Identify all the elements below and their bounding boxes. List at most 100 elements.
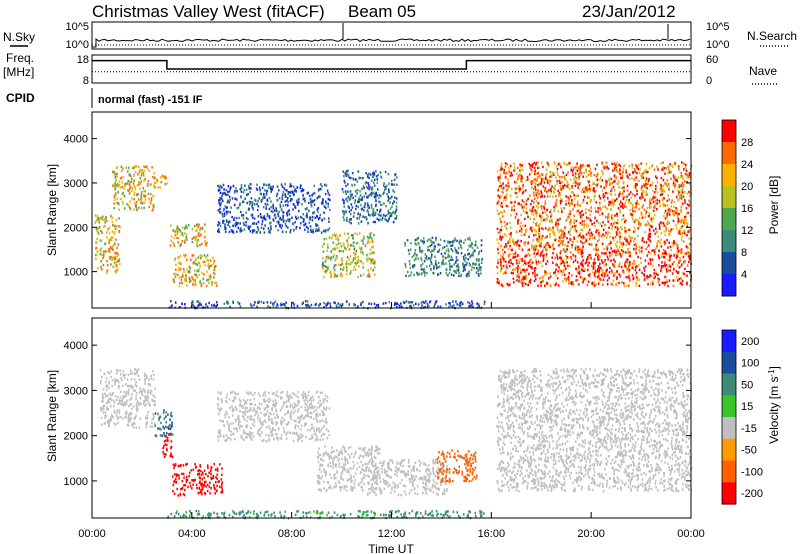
power-region-10-cell [689, 183, 691, 186]
power-region-8-cell [463, 258, 465, 261]
power-region-8-cell [413, 273, 415, 277]
power-region-0-cell [115, 260, 118, 264]
power-region-10-cell [571, 225, 574, 228]
power-region-10-cell [568, 198, 570, 202]
power-region-10-cell [606, 181, 608, 184]
power-region-10-cell [578, 175, 581, 178]
power-region-9-cell [628, 284, 630, 287]
power-region-10-cell [686, 246, 688, 249]
power-region-10-cell [594, 167, 597, 171]
power-region-10-cell [566, 217, 569, 220]
power-region-11-cell [318, 304, 320, 307]
power-region-0-cell [101, 215, 104, 218]
power-region-10-cell [554, 162, 556, 165]
power-region-10-cell [590, 231, 592, 235]
power-region-5-cell [313, 203, 316, 206]
power-region-10-cell [565, 219, 568, 222]
power-region-5-cell [245, 224, 247, 227]
power-region-7-cell [383, 202, 385, 205]
power-region-10-cell [550, 191, 552, 194]
power-region-1-cell [140, 195, 142, 198]
power-region-6-cell [340, 250, 343, 253]
power-region-8-cell [425, 255, 428, 258]
power-region-5-cell [248, 186, 250, 190]
power-region-10-cell [565, 200, 567, 203]
power-region-10-cell [566, 180, 569, 184]
power-region-2-cell [159, 186, 161, 189]
power-region-9-cell [535, 261, 538, 264]
power-region-5-cell [319, 187, 322, 191]
power-region-10-cell [533, 161, 536, 165]
power-region-5-cell [309, 197, 312, 201]
power-region-1-cell [150, 202, 152, 205]
power-region-9-cell [584, 262, 587, 265]
power-region-11-cell [292, 301, 294, 304]
power-region-5-cell [222, 192, 225, 195]
power-region-10-cell [606, 217, 609, 220]
velocity-region-0-cell [136, 406, 138, 409]
power-region-3-cell [175, 229, 177, 232]
power-region-9-cell [554, 283, 557, 287]
power-region-8-cell [450, 255, 453, 259]
power-region-5-cell [276, 185, 279, 188]
power-region-9-cell [666, 280, 668, 283]
power-region-10-cell [619, 205, 622, 208]
power-region-9-cell [601, 270, 604, 273]
power-region-7-cell [343, 174, 345, 178]
velocity-region-0-cell [133, 372, 136, 375]
power-region-10-cell [635, 242, 637, 246]
power-region-9-cell [568, 279, 570, 282]
power-region-8-cell [447, 255, 449, 259]
power-region-8-cell [427, 246, 429, 249]
velocity-region-0-cell [122, 395, 125, 398]
power-region-5-cell [304, 223, 307, 226]
power-region-10-cell [685, 173, 688, 176]
power-region-10-cell [610, 177, 613, 181]
power-region-5-cell [239, 230, 242, 233]
power-region-10-cell [631, 203, 634, 206]
power-region-10-cell [529, 164, 532, 167]
power-region-10-cell [680, 226, 682, 230]
power-region-1-cell [129, 187, 131, 190]
power-region-10-cell [673, 176, 675, 179]
power-region-8-cell [431, 236, 434, 239]
power-region-10-cell [662, 168, 665, 171]
power-region-0-cell [109, 257, 111, 260]
power-region-10-cell [552, 190, 555, 193]
power-region-7-cell [344, 172, 346, 175]
power-region-11-cell [410, 304, 412, 308]
power-region-7-cell [358, 215, 361, 219]
velocity-region-1-cell [163, 427, 166, 430]
power-region-10-cell [585, 239, 588, 242]
power-region-10-cell [585, 175, 588, 179]
power-region-3-cell [191, 228, 194, 231]
power-region-6-cell [333, 253, 335, 257]
power-region-1-cell [117, 185, 120, 188]
velocity-region-0-cell [120, 376, 123, 380]
power-region-3-cell [185, 235, 188, 239]
power-region-10-cell [505, 204, 508, 208]
power-region-10-cell [538, 182, 541, 185]
power-region-5-cell [287, 200, 289, 204]
power-region-10-cell [680, 248, 683, 251]
power-region-4-cell [203, 254, 206, 257]
power-region-11-cell [411, 301, 413, 304]
power-region-7-cell [355, 178, 357, 181]
power-region-10-cell [573, 214, 576, 217]
velocity-region-0-cell [118, 399, 121, 402]
power-region-5-cell [218, 186, 220, 189]
power-region-9-cell [551, 256, 553, 259]
power-region-5-cell [268, 186, 270, 190]
power-region-11-cell [429, 300, 432, 303]
velocity-region-0-cell [117, 416, 120, 419]
power-region-1-cell [133, 166, 135, 170]
power-region-10-cell [573, 236, 575, 239]
power-region-10-cell [603, 199, 606, 202]
power-region-3-cell [193, 224, 196, 228]
power-region-9-cell [570, 251, 573, 254]
velocity-region-0-cell [119, 399, 122, 403]
power-region-5-cell [270, 190, 272, 193]
power-region-11-cell [439, 306, 442, 309]
power-region-10-cell [642, 176, 645, 179]
power-region-11-cell [422, 300, 424, 304]
